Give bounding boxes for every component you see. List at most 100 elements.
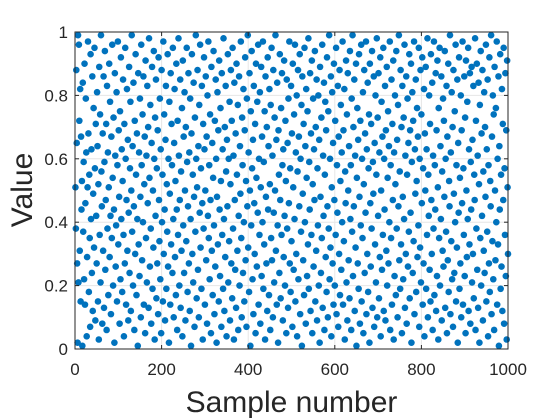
data-point	[273, 136, 280, 144]
data-point	[307, 307, 314, 315]
data-point	[169, 215, 177, 223]
data-point	[202, 73, 210, 80]
data-point	[236, 282, 243, 289]
data-point	[345, 142, 353, 150]
data-point	[205, 234, 213, 242]
data-point	[139, 218, 147, 226]
data-point	[163, 285, 170, 293]
data-point	[104, 225, 111, 232]
data-point	[335, 133, 343, 140]
data-point	[437, 215, 445, 223]
data-point	[382, 317, 389, 324]
data-point	[443, 82, 450, 90]
data-point	[444, 60, 452, 67]
data-point	[229, 44, 236, 52]
data-point	[97, 279, 104, 286]
data-point	[212, 76, 220, 83]
data-point	[491, 187, 499, 194]
data-point	[136, 272, 143, 280]
data-point	[310, 145, 318, 153]
data-point	[486, 288, 494, 296]
data-point	[218, 69, 226, 77]
data-point	[163, 180, 171, 188]
data-point	[412, 190, 419, 197]
data-point	[98, 320, 106, 327]
data-point	[408, 339, 415, 346]
data-point	[208, 63, 215, 71]
data-point	[94, 298, 102, 305]
data-point	[282, 117, 289, 125]
data-point	[443, 329, 451, 337]
data-point	[130, 79, 137, 87]
data-point	[111, 69, 119, 77]
data-point	[326, 155, 334, 163]
data-point	[497, 285, 504, 293]
data-point	[101, 47, 109, 55]
data-point	[427, 298, 434, 305]
data-point	[293, 333, 301, 340]
data-point	[102, 266, 109, 274]
data-point	[493, 218, 500, 226]
data-point	[210, 222, 218, 229]
data-point	[157, 275, 164, 283]
data-point	[485, 161, 492, 169]
data-point	[228, 294, 236, 302]
data-point	[280, 253, 288, 261]
data-point	[246, 69, 253, 77]
data-point	[473, 266, 481, 274]
data-points	[72, 31, 512, 350]
data-point	[263, 260, 270, 267]
data-point	[208, 247, 216, 255]
data-point	[418, 111, 425, 118]
data-point	[247, 342, 254, 350]
data-point	[232, 130, 239, 137]
data-point	[323, 54, 331, 61]
data-point	[353, 174, 361, 182]
data-point	[226, 317, 234, 324]
data-point	[290, 111, 298, 118]
data-point	[156, 95, 164, 102]
data-point	[396, 285, 404, 293]
data-point	[494, 155, 501, 163]
data-point	[124, 136, 132, 144]
data-point	[346, 47, 354, 55]
data-point	[342, 57, 350, 64]
data-point	[329, 260, 336, 267]
data-point	[423, 145, 430, 153]
data-point	[126, 165, 134, 172]
data-point	[429, 152, 437, 159]
data-point	[281, 212, 288, 220]
data-point	[472, 117, 480, 125]
data-point	[339, 38, 346, 45]
data-point	[176, 76, 184, 83]
data-point	[415, 222, 422, 229]
data-point	[79, 228, 87, 236]
data-point	[261, 107, 268, 115]
data-point	[211, 263, 219, 270]
data-point	[171, 85, 178, 93]
data-point	[186, 149, 193, 156]
data-point	[267, 101, 275, 109]
data-point	[129, 282, 137, 289]
data-point	[319, 304, 326, 312]
data-point	[89, 73, 96, 80]
data-point	[235, 212, 242, 220]
data-point	[162, 82, 170, 90]
data-point	[367, 199, 374, 207]
data-point	[198, 82, 206, 90]
data-point	[140, 73, 147, 80]
data-point	[422, 187, 429, 194]
data-point	[262, 193, 270, 201]
data-point	[362, 209, 369, 216]
data-point	[288, 130, 296, 137]
data-point	[339, 301, 347, 308]
data-point	[267, 234, 275, 242]
data-point	[340, 237, 348, 245]
data-point	[405, 228, 413, 236]
data-point	[245, 149, 252, 156]
data-point	[196, 209, 203, 216]
data-point	[397, 241, 405, 248]
data-point	[127, 307, 135, 315]
data-point	[286, 38, 293, 45]
data-point	[232, 304, 240, 312]
